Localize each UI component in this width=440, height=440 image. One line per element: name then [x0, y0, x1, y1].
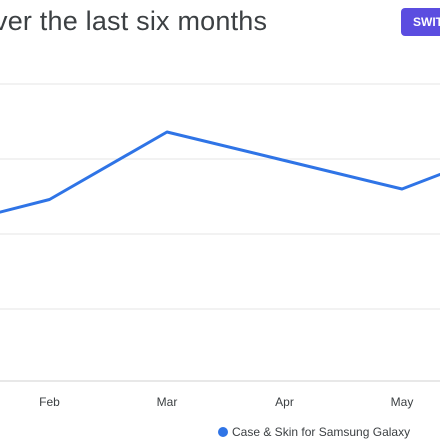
series-lines	[0, 130, 440, 230]
x-tick-label: Apr	[275, 395, 294, 409]
legend[interactable]: Case & Skin for Samsung Galaxy	[218, 425, 410, 439]
x-tick-label: May	[391, 395, 414, 409]
legend-label: Case & Skin for Samsung Galaxy	[232, 425, 411, 439]
x-tick-label: Feb	[39, 395, 60, 409]
gridlines	[0, 83, 440, 382]
legend-marker	[218, 427, 228, 437]
x-tick-label: Mar	[157, 395, 178, 409]
chart-title: ver the last six months	[0, 6, 268, 36]
x-axis-ticks: Feb Mar Apr May	[39, 395, 413, 409]
series-line[interactable]	[0, 130, 440, 230]
switch-button[interactable]: SWITCH	[401, 8, 440, 36]
